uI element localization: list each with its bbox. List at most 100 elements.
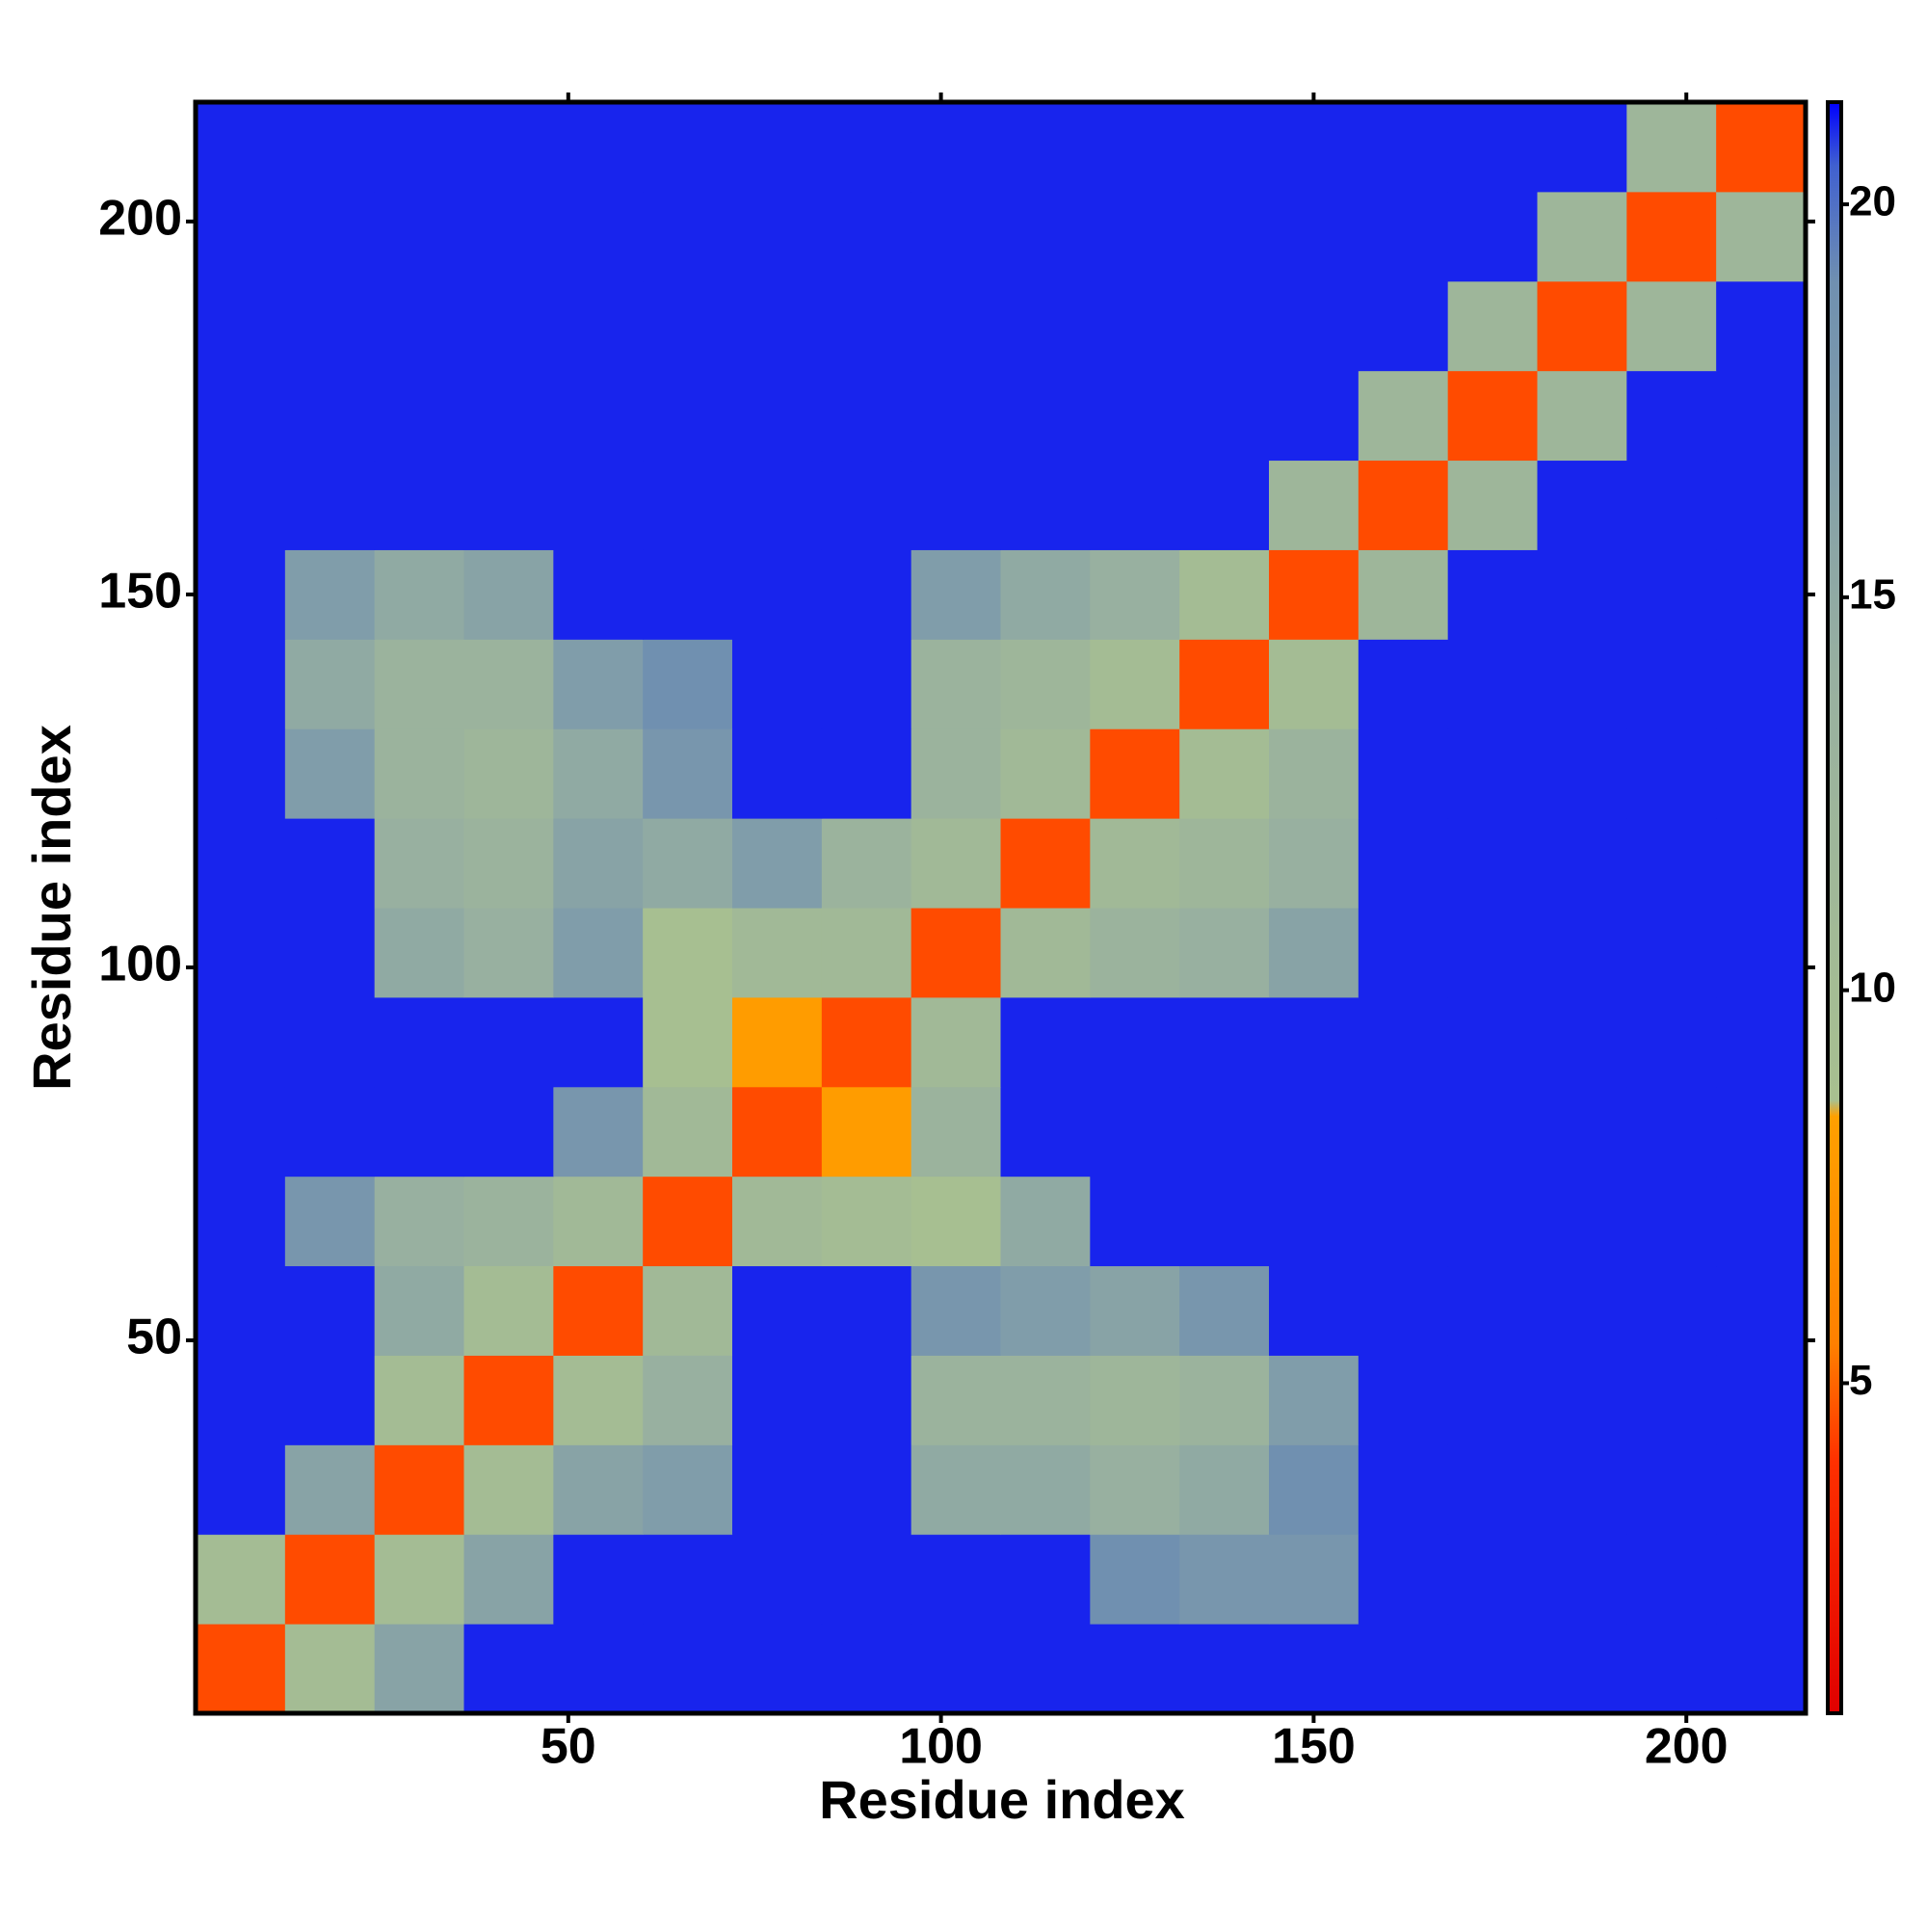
colorbar-segment (1828, 165, 1841, 284)
heat-cell (1358, 996, 1449, 1088)
heat-cell (553, 549, 644, 640)
heat-cell (284, 191, 376, 282)
heat-cell (1000, 1265, 1091, 1356)
heat-cell (1090, 996, 1180, 1088)
heat-cell (1269, 818, 1359, 909)
heat-cell (821, 818, 912, 909)
heat-cell (374, 1086, 464, 1178)
colorbar-tick-label: 10 (1849, 964, 1896, 1011)
heat-cell (643, 1265, 733, 1356)
heat-cell (374, 1355, 464, 1445)
heat-cell (374, 818, 464, 909)
heat-cell (553, 1355, 644, 1445)
colorbar-segment (1828, 282, 1841, 676)
heat-cell (463, 639, 554, 729)
heat-cell (1179, 1176, 1270, 1267)
heat-cell (911, 280, 1001, 372)
heat-cell (1447, 818, 1538, 909)
x-axis-title: Residue index (819, 1769, 1185, 1830)
heat-cell (911, 728, 1001, 819)
heat-cell (911, 191, 1001, 282)
heat-cell (1716, 460, 1807, 550)
heat-cell (1537, 728, 1627, 819)
heat-cell (1358, 280, 1449, 372)
heat-cell (196, 370, 286, 462)
heat-cell (284, 370, 376, 462)
heat-cell (1716, 1086, 1807, 1178)
heat-cell (1626, 728, 1717, 819)
heat-cell (196, 996, 286, 1088)
heat-cell (1000, 908, 1091, 998)
heat-cell (1358, 102, 1449, 193)
heat-cell (643, 549, 733, 640)
heat-cell (374, 280, 464, 372)
heat-cell (553, 102, 644, 193)
heat-cell (732, 549, 823, 640)
heat-cell (1537, 460, 1627, 550)
heat-cell (911, 1444, 1001, 1535)
heat-cell (1447, 1176, 1538, 1267)
heat-cell (463, 191, 554, 282)
heat-cell (1090, 102, 1180, 193)
heat-cell (374, 549, 464, 640)
heat-cell (196, 280, 286, 372)
heat-cell (911, 818, 1001, 909)
heat-cell (911, 1534, 1001, 1625)
heat-cell (1358, 1265, 1449, 1356)
heat-cell (821, 460, 912, 550)
heat-cell (1716, 1265, 1807, 1356)
heat-cell (1358, 1176, 1449, 1267)
heat-cell (643, 1444, 733, 1535)
heat-cell (284, 1355, 376, 1445)
heat-cell (1626, 1624, 1717, 1714)
heat-cell (732, 1534, 823, 1625)
heat-cell (1447, 996, 1538, 1088)
heat-cell (1090, 1444, 1180, 1535)
heat-cell (1000, 549, 1091, 640)
heat-cell (1537, 908, 1627, 998)
heat-cell (1626, 818, 1717, 909)
heat-cell (1090, 191, 1180, 282)
heat-cell (1000, 996, 1091, 1088)
heat-cell (1447, 639, 1538, 729)
heat-cell (1000, 639, 1091, 729)
heat-cell (374, 1265, 464, 1356)
colorbar-segment (1828, 1462, 1841, 1714)
heat-cell (463, 102, 554, 193)
heat-cell (463, 728, 554, 819)
heat-cell (1537, 996, 1627, 1088)
heat-cell (732, 818, 823, 909)
heat-cell (284, 1444, 376, 1535)
heat-cell (1000, 1176, 1091, 1267)
heat-cell (553, 1534, 644, 1625)
heat-cell (284, 1265, 376, 1356)
heat-cell (284, 728, 376, 819)
heat-cell (1179, 1265, 1270, 1356)
heat-cell (1269, 639, 1359, 729)
heat-cell (463, 280, 554, 372)
heat-cell (1537, 1355, 1627, 1445)
heat-cell (196, 1086, 286, 1178)
heat-cell (1090, 728, 1180, 819)
heat-cell (196, 818, 286, 909)
heat-cell (1447, 460, 1538, 550)
heat-cell (1626, 280, 1717, 372)
heat-cell (1179, 1444, 1270, 1535)
heat-cell (911, 639, 1001, 729)
colorbar-frame (1826, 100, 1843, 1715)
heat-cell (1179, 728, 1270, 819)
heat-cell (1000, 1086, 1091, 1178)
heat-cell (463, 1534, 554, 1625)
heat-cell (643, 370, 733, 462)
heat-cell (1090, 908, 1180, 998)
heat-cell (284, 460, 376, 550)
heat-cell (1358, 1444, 1449, 1535)
heat-cell (374, 102, 464, 193)
heat-cell (1537, 1534, 1627, 1625)
heat-cell (821, 549, 912, 640)
heat-cell (196, 728, 286, 819)
heat-cell (643, 728, 733, 819)
heat-cell (732, 191, 823, 282)
heat-cell (1269, 728, 1359, 819)
heat-cell (911, 1355, 1001, 1445)
